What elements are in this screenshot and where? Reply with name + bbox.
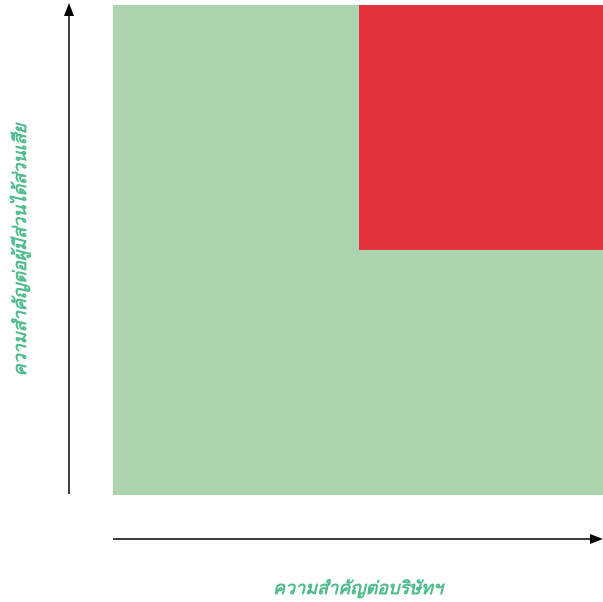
y-axis [64,3,74,494]
materiality-matrix [113,5,603,495]
x-axis-arrowhead [590,534,603,544]
x-axis [113,534,603,544]
y-axis-arrowhead [64,3,74,16]
high-priority-zone [359,5,603,250]
y-axis-label-container: ความสำคัญต่อผู้มีส่วนได้ส่วนเสีย [8,5,34,495]
x-axis-label: ความสำคัญต่อบริษัทฯ [272,578,444,599]
y-axis-label: ความสำคัญต่อผู้มีส่วนได้ส่วนเสีย [10,123,31,377]
